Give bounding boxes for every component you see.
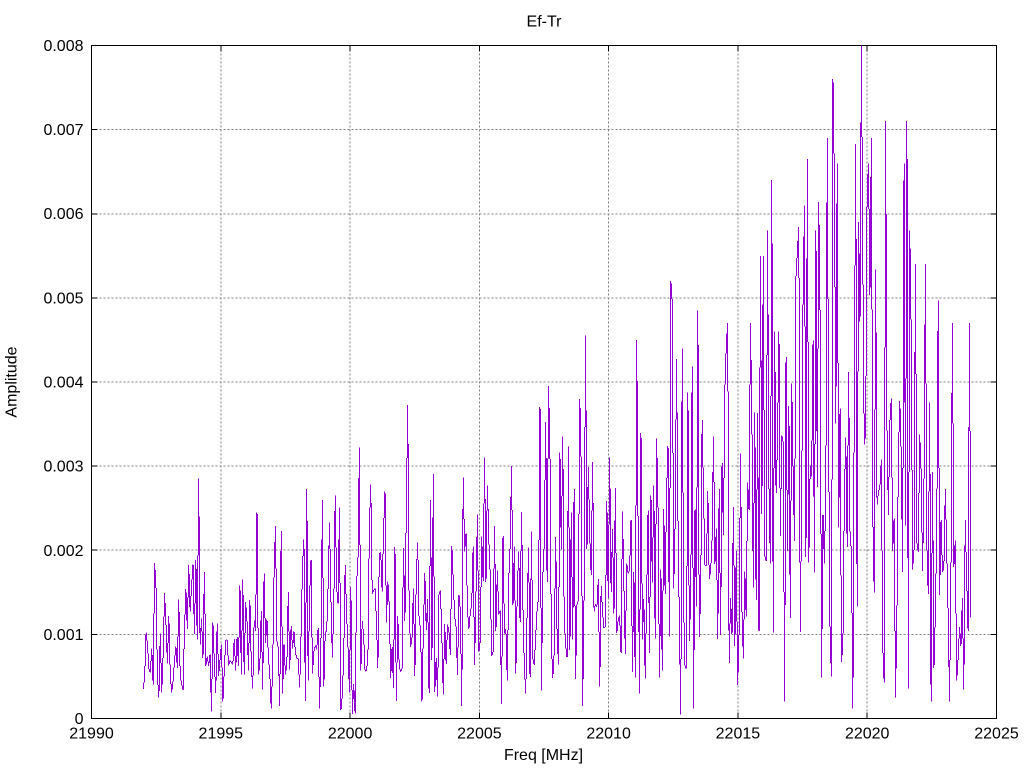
svg-text:0.008: 0.008: [43, 38, 83, 55]
svg-text:22000: 22000: [328, 726, 373, 743]
svg-text:0.001: 0.001: [43, 627, 83, 644]
svg-text:22010: 22010: [586, 726, 631, 743]
svg-text:22005: 22005: [457, 726, 502, 743]
svg-text:22025: 22025: [974, 726, 1019, 743]
svg-text:22015: 22015: [716, 726, 761, 743]
svg-text:21995: 21995: [199, 726, 244, 743]
svg-text:Freq [MHz]: Freq [MHz]: [504, 747, 583, 764]
svg-text:0.006: 0.006: [43, 206, 83, 223]
svg-text:0.005: 0.005: [43, 290, 83, 307]
svg-text:21990: 21990: [69, 726, 114, 743]
svg-text:0.007: 0.007: [43, 122, 83, 139]
svg-text:Ef-Tr: Ef-Tr: [527, 14, 563, 31]
svg-text:0.003: 0.003: [43, 459, 83, 476]
svg-text:0.004: 0.004: [43, 375, 83, 392]
svg-text:0.002: 0.002: [43, 543, 83, 560]
svg-text:22020: 22020: [845, 726, 890, 743]
svg-text:0: 0: [75, 711, 84, 728]
svg-text:Amplitude: Amplitude: [4, 346, 21, 417]
